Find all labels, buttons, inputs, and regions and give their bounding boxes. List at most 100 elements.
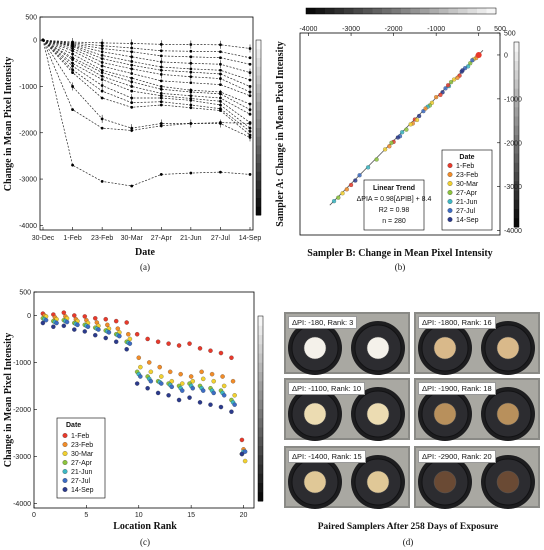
panel-b-right-colorbar-step [514,69,519,80]
sampler-disk [496,336,520,360]
panel-b-right-colorbar-step [514,153,519,163]
sampler-disk [433,336,457,360]
panel-b-point [468,61,473,66]
panel-c-legend-label: 23-Feb [71,442,93,449]
panel-b-points [331,51,482,204]
panel-c-point [221,383,227,389]
panel-a-point [219,109,222,112]
panel-c-colorbar [257,315,264,502]
photo-label: ΔPI: -1800, Rank: 16 [418,316,496,329]
panel-b-right-colorbar-step [514,134,519,145]
panel-c-point [61,323,67,329]
panel-b-point [408,122,413,127]
panel-c-legend-entries: 1-Feb 23-Feb 30-Mar 27-Apr 21-Jun 27-Jul 14-Se… [62,433,94,494]
panel-a-series-line [42,39,251,81]
panel-b-right-colorbar-step [514,180,519,191]
panel-a-colorbar-step [256,145,261,155]
panel-b-top-colorbar-step [334,8,345,14]
panel-b-top-colorbar-step [439,8,449,14]
panel-c-legend-marker [62,451,68,456]
panel-b-x-tick-label: -2000 [385,26,403,33]
panel-a-colorbar-step [256,48,261,58]
panel-c-point [197,346,203,351]
panel-a-point [219,83,222,87]
panel-c-point [113,318,119,324]
panel-c-point [176,343,182,348]
panel-b-x-axis-label: Sampler B: Change in Mean Pixel Intensit… [307,248,492,259]
panel-a-colorbar-step [256,83,261,93]
panel-c-colorbar-step [258,334,263,345]
panel-a-colorbar-step [256,66,261,76]
panel-c-point [117,333,122,339]
panel-a-point [189,49,193,53]
panel-a-point [248,62,252,66]
panel-c-colorbar-step [258,316,263,326]
panel-a-colorbar-step [256,153,261,163]
panel-b-right-colorbar-step [514,60,519,71]
panel-b-label: (b) [395,262,406,272]
panel-a-series-line [42,39,251,123]
panel-c-point [136,355,141,360]
panel-b-right-colorbar-step [514,171,519,182]
panel-c-x-tick-label: 5 [84,512,88,519]
panel-b-point [434,95,439,100]
panel-c-point [96,327,101,332]
panel-d-photo-grid [284,312,540,509]
panel-a-x-tick-label: 21-Jun [180,235,202,242]
sampler-disk [366,470,390,494]
panel-a-colorbar-step [256,92,261,102]
panel-b-x-tick-label: 500 [494,26,506,33]
panel-a-label: (a) [140,262,150,272]
panel-b-legend-marker [447,181,453,186]
panel-b-legend-marker [447,199,453,204]
panel-c-point [211,378,216,384]
panel-a-point [159,79,163,83]
panel-c-point [85,324,91,329]
panel-b-x-tick-label: -3000 [342,26,360,33]
panel-c-point [145,336,150,342]
panel-c-point [232,402,237,407]
panel-a-point [189,122,193,125]
panel-a-series-line [42,39,251,97]
panel-a-point [189,67,193,71]
panel-b-top-colorbar-step [306,8,316,14]
panel-b-trend-box [363,179,425,231]
panel-b-right-colorbar-step [514,106,519,117]
panel-a-y-tick-label: 0 [33,38,37,45]
panel-b-point [451,77,457,82]
panel-a-point [219,72,222,76]
panel-b-point [438,92,443,98]
panel-c-point [230,378,236,384]
panel-a-point [130,72,134,75]
panel-a-series-line [42,39,251,132]
panel-a-point [159,124,163,128]
panel-b-right-colorbar-step [514,199,519,209]
panel-b-point [365,165,371,170]
panel-c-point [188,374,194,379]
panel-c-point [127,341,133,346]
panel-c-point [126,332,131,337]
panel-a-colorbar-step [256,127,261,137]
panel-c-y-tick-label: -4000 [13,501,31,508]
panel-c-points [40,310,248,464]
panel-c-colorbar-step [258,417,263,428]
panel-c-y-tick-label: 0 [27,313,31,320]
panel-c-legend-label: 27-Apr [71,460,93,467]
panel-c-point [157,364,162,370]
panel-b-y-tick-label: 500 [504,31,516,38]
panel-b-y-tick-label: -4000 [504,228,522,235]
panel-b-point [404,127,409,132]
panel-a-colorbar-step [256,101,261,111]
panel-a-point [100,64,104,68]
panel-c-legend-marker [62,460,68,465]
panel-c-point [106,330,112,335]
panel-a-point [130,85,134,88]
panel-a-point [189,106,193,110]
panel-a-colorbar-step [256,136,261,146]
panel-c-scatter-chart: 500 0 -1000 -2000 -3000 -4000 0 5 10 15 20 Date 1… [3,290,264,547]
panel-b-scatter-chart: -4000 -3000 -2000 -1000 0 500 5000-1000-2000-… [275,7,522,272]
panel-b-right-colorbar-step [514,208,519,219]
panel-c-label: (c) [140,537,150,547]
panel-c-y-tick-label: -1000 [13,360,31,367]
